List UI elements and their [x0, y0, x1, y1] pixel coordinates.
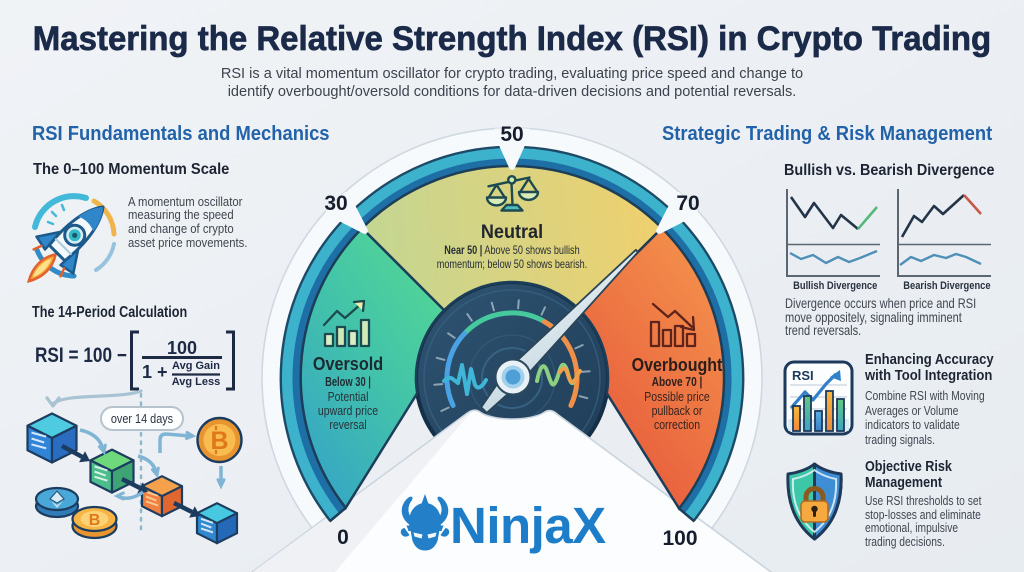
- svg-text:B: B: [210, 427, 228, 455]
- svg-text:B: B: [89, 512, 101, 529]
- svg-text:RSI: RSI: [792, 368, 814, 383]
